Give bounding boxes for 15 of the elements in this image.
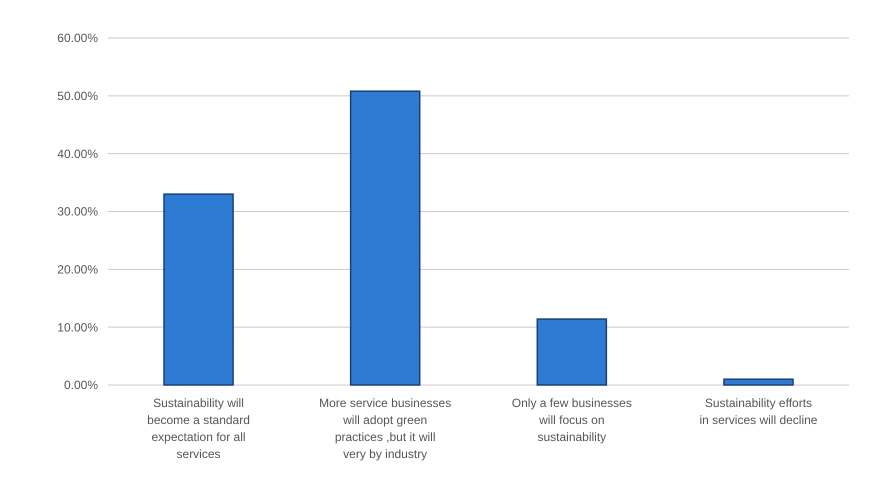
y-tick-label: 20.00% bbox=[57, 262, 98, 277]
y-tick-label: 60.00% bbox=[57, 31, 98, 46]
bar bbox=[350, 90, 420, 386]
x-tick-label: Sustainability efforts in services will decline bbox=[699, 396, 818, 427]
y-tick-label: 50.00% bbox=[57, 89, 98, 104]
bar bbox=[536, 318, 608, 386]
y-tick-label: 40.00% bbox=[57, 146, 98, 161]
y-tick-label: 30.00% bbox=[57, 204, 98, 219]
x-tick-label: Sustainability will become a standard expectation for all services bbox=[147, 396, 250, 461]
x-tick-label: Only a few businesses will focus on sustainability bbox=[512, 396, 632, 444]
bar bbox=[163, 193, 234, 386]
y-tick-label: 10.00% bbox=[57, 320, 98, 334]
bar bbox=[723, 378, 794, 386]
y-tick-label: 0.00% bbox=[64, 378, 98, 392]
x-tick-label: More service businesses will adopt green practices ,but it will very by industry bbox=[319, 396, 452, 461]
